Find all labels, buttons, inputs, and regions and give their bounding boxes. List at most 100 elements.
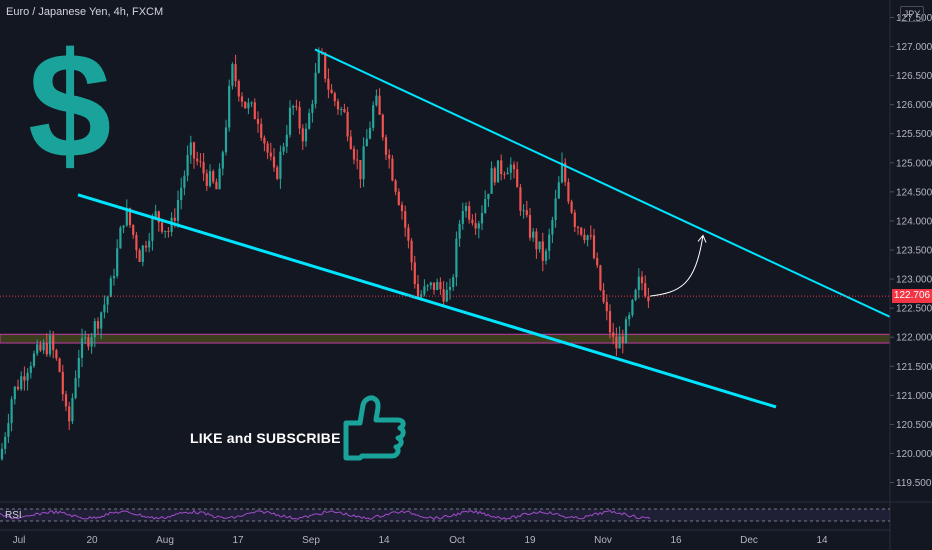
candle-body (330, 89, 333, 94)
candle-body (308, 112, 311, 129)
candle-body (125, 208, 128, 226)
candle-body (64, 394, 68, 407)
candle-body (16, 386, 20, 390)
y-tick-label: 123.500 (896, 246, 932, 257)
candle-body (461, 211, 464, 224)
candle-body (103, 304, 106, 313)
candle-body (346, 112, 349, 137)
candle-body (218, 168, 221, 190)
like-subscribe-text: LIKE and SUBSCRIBE (190, 430, 341, 446)
candle-body (583, 234, 586, 241)
candle-body (77, 357, 80, 379)
candle-body (519, 187, 522, 211)
candle-body (349, 136, 352, 149)
candle-body (234, 64, 237, 82)
candle-body (288, 107, 292, 135)
candle-body (7, 423, 10, 437)
candle-body (586, 235, 589, 241)
candle-body (208, 171, 212, 186)
candle-body (637, 276, 640, 291)
candle-body (173, 217, 176, 221)
candle-body (119, 227, 122, 249)
candle-body (148, 240, 151, 248)
candle-body (324, 52, 327, 79)
candle-body (420, 294, 423, 298)
candle-body (292, 106, 295, 108)
candle-body (548, 234, 551, 251)
candle-body (336, 101, 340, 110)
x-tick-label: Sep (302, 535, 320, 546)
candle-body (413, 262, 416, 285)
candle-body (560, 162, 564, 183)
rsi-panel (0, 501, 932, 522)
candle-body (528, 215, 532, 238)
candle-body (388, 154, 391, 159)
candle-body (448, 287, 452, 290)
y-tick-label: 125.500 (896, 129, 932, 140)
candle-body (141, 245, 144, 262)
y-tick-label: 119.500 (896, 478, 932, 489)
candle-body (116, 248, 119, 277)
candle-body (458, 223, 461, 239)
candle-body (109, 278, 112, 297)
candle-body (464, 206, 468, 212)
candle-body (340, 108, 343, 110)
candle-body (535, 231, 538, 250)
candle-body (612, 332, 615, 337)
candle-body (144, 245, 148, 248)
candle-body (352, 148, 356, 160)
candle-body (285, 134, 288, 147)
candle-body (618, 336, 621, 349)
candle-body (183, 175, 186, 188)
lower-trendline (77, 193, 777, 409)
candle-body (375, 95, 378, 106)
candle-body (199, 161, 202, 163)
candle-body (487, 193, 490, 200)
candle-body (624, 319, 628, 344)
candle-body (20, 376, 23, 390)
candle-body (580, 227, 583, 235)
x-tick-label: 20 (86, 535, 98, 546)
candle-body (359, 160, 362, 180)
candle-body (298, 107, 301, 129)
currency-badge[interactable]: JPY (900, 6, 924, 22)
candle-body (205, 173, 208, 186)
candle-body (471, 219, 474, 224)
candle-body (212, 171, 215, 182)
candle-body (599, 265, 602, 290)
candle-body (231, 64, 234, 86)
candle-body (221, 152, 224, 169)
candle-body (279, 151, 282, 179)
candle-body (260, 123, 263, 138)
candle-body (416, 284, 420, 298)
candle-body (538, 241, 541, 250)
candle-body (189, 142, 192, 156)
x-tick-label: Nov (594, 535, 612, 546)
candle-body (554, 198, 557, 220)
support-zone (0, 333, 891, 344)
candle-body (426, 285, 429, 287)
candle-body (477, 223, 480, 229)
candle-body (589, 235, 592, 237)
candle-body (644, 283, 647, 297)
candle-body (96, 321, 100, 329)
time-axis[interactable]: Jul 20 Aug 17 Sep 14 Oct 19 Nov 16 Dec 14 (0, 529, 890, 546)
candle-body (186, 155, 189, 176)
price-axis[interactable]: 119.500 120.000 120.500 121.000 121.500 122.0… (889, 0, 932, 550)
candle-body (311, 103, 314, 113)
y-tick-label: 120.000 (896, 449, 932, 460)
x-tick-label: Oct (449, 535, 465, 546)
candle-body (295, 106, 298, 108)
candle-body (327, 78, 330, 90)
y-tick-label: 122.000 (896, 333, 932, 344)
candle-body (215, 181, 218, 190)
candle-body (496, 160, 500, 183)
y-tick-label: 120.500 (896, 420, 932, 431)
candle-body (4, 436, 7, 449)
candle-body (87, 337, 90, 347)
candle-body (525, 210, 528, 216)
candle-body (503, 174, 506, 176)
candle-body (506, 172, 509, 175)
thumbs-up-icon (343, 395, 406, 461)
